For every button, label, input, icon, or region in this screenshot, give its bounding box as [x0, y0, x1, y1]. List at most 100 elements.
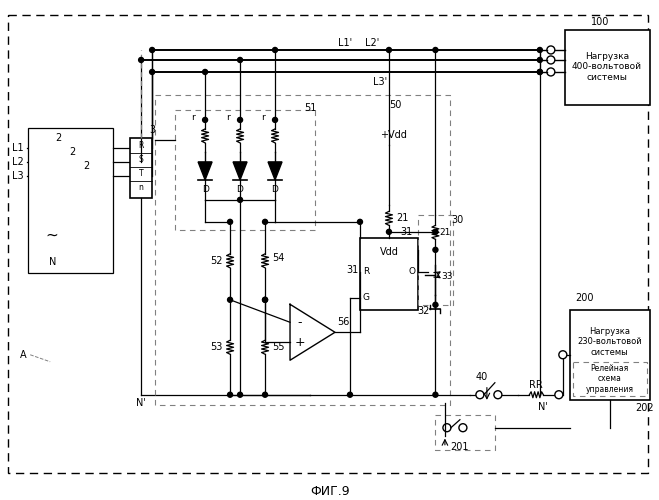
Text: 54: 54	[272, 253, 284, 263]
Text: Релейная
схема
управления: Релейная схема управления	[586, 364, 634, 394]
Bar	[155, 95, 450, 404]
Bar	[573, 362, 646, 396]
Circle shape	[237, 118, 243, 122]
Circle shape	[262, 220, 268, 224]
Text: O: O	[409, 268, 415, 276]
Text: 33: 33	[442, 272, 453, 281]
Text: 56: 56	[337, 318, 349, 328]
Circle shape	[547, 68, 555, 76]
Circle shape	[237, 198, 243, 202]
Bar	[175, 110, 315, 230]
Circle shape	[433, 248, 438, 252]
Text: 201: 201	[451, 442, 469, 452]
Circle shape	[357, 220, 362, 224]
Circle shape	[150, 70, 155, 74]
Text: 55: 55	[272, 342, 284, 352]
Polygon shape	[233, 162, 247, 180]
Circle shape	[262, 392, 268, 397]
Circle shape	[537, 70, 542, 74]
Circle shape	[237, 392, 243, 397]
Text: r: r	[191, 114, 195, 122]
Text: 40: 40	[476, 372, 488, 382]
Text: ~: ~	[46, 228, 59, 242]
Text: n: n	[138, 184, 144, 192]
Bar	[360, 238, 418, 310]
Circle shape	[537, 48, 542, 52]
Text: +Vdd: +Vdd	[380, 130, 407, 140]
Circle shape	[476, 390, 484, 398]
Text: 31: 31	[400, 227, 412, 237]
Circle shape	[559, 351, 567, 359]
Text: L2: L2	[13, 157, 24, 167]
Bar	[418, 215, 453, 305]
Text: 50: 50	[389, 100, 401, 110]
Circle shape	[237, 58, 243, 62]
Circle shape	[433, 392, 438, 397]
Text: A: A	[20, 350, 26, 360]
Circle shape	[273, 118, 277, 122]
Circle shape	[273, 48, 277, 52]
Circle shape	[150, 48, 155, 52]
Text: R: R	[138, 142, 144, 150]
Text: S: S	[139, 156, 144, 164]
Text: L1': L1'	[338, 38, 352, 48]
Circle shape	[433, 48, 438, 52]
Text: L3: L3	[13, 171, 24, 181]
Circle shape	[202, 118, 208, 122]
Text: D: D	[202, 186, 208, 194]
Text: 100: 100	[590, 17, 609, 27]
Text: L2': L2'	[365, 38, 379, 48]
Text: N: N	[49, 257, 56, 267]
Circle shape	[537, 70, 542, 74]
Text: N': N'	[538, 402, 548, 411]
Text: 52: 52	[210, 256, 222, 266]
Circle shape	[386, 48, 391, 52]
Circle shape	[262, 298, 268, 302]
Text: 21: 21	[440, 228, 451, 237]
Bar	[565, 30, 650, 105]
Text: ФИГ.9: ФИГ.9	[310, 485, 350, 498]
Text: R: R	[363, 268, 369, 276]
Circle shape	[347, 392, 353, 397]
Circle shape	[443, 424, 451, 432]
Text: 30: 30	[452, 215, 464, 225]
Text: +: +	[295, 336, 305, 349]
Text: G: G	[362, 294, 370, 302]
Circle shape	[494, 390, 502, 398]
Bar	[130, 138, 152, 198]
Circle shape	[138, 58, 144, 62]
Bar	[435, 414, 495, 450]
Circle shape	[433, 302, 438, 308]
Text: Нагрузка
400-вольтовой
системы: Нагрузка 400-вольтовой системы	[572, 52, 642, 82]
Text: RR: RR	[529, 380, 543, 390]
Text: L1: L1	[13, 143, 24, 153]
Text: 32: 32	[417, 306, 430, 316]
Bar	[28, 128, 113, 273]
Text: T: T	[139, 170, 144, 178]
Circle shape	[227, 220, 233, 224]
Circle shape	[547, 56, 555, 64]
Text: 3: 3	[149, 125, 155, 135]
Bar	[570, 310, 650, 400]
Text: r: r	[226, 114, 230, 122]
Text: Vdd: Vdd	[380, 247, 399, 257]
Text: 2: 2	[69, 147, 75, 157]
Text: -: -	[298, 316, 302, 329]
Text: L3': L3'	[373, 77, 387, 87]
Text: 51: 51	[304, 103, 316, 113]
Circle shape	[202, 70, 208, 74]
Text: Нагрузка
230-вольтовой
системы: Нагрузка 230-вольтовой системы	[577, 327, 642, 356]
Text: 202: 202	[635, 402, 654, 412]
Text: N': N'	[136, 398, 146, 407]
Circle shape	[262, 298, 268, 302]
Circle shape	[386, 230, 391, 234]
Circle shape	[433, 230, 438, 234]
Text: D: D	[272, 186, 279, 194]
Circle shape	[29, 212, 75, 258]
Text: r: r	[261, 114, 265, 122]
Circle shape	[227, 298, 233, 302]
Text: 53: 53	[210, 342, 222, 352]
Polygon shape	[290, 304, 335, 360]
Circle shape	[459, 424, 467, 432]
Text: D: D	[237, 186, 243, 194]
